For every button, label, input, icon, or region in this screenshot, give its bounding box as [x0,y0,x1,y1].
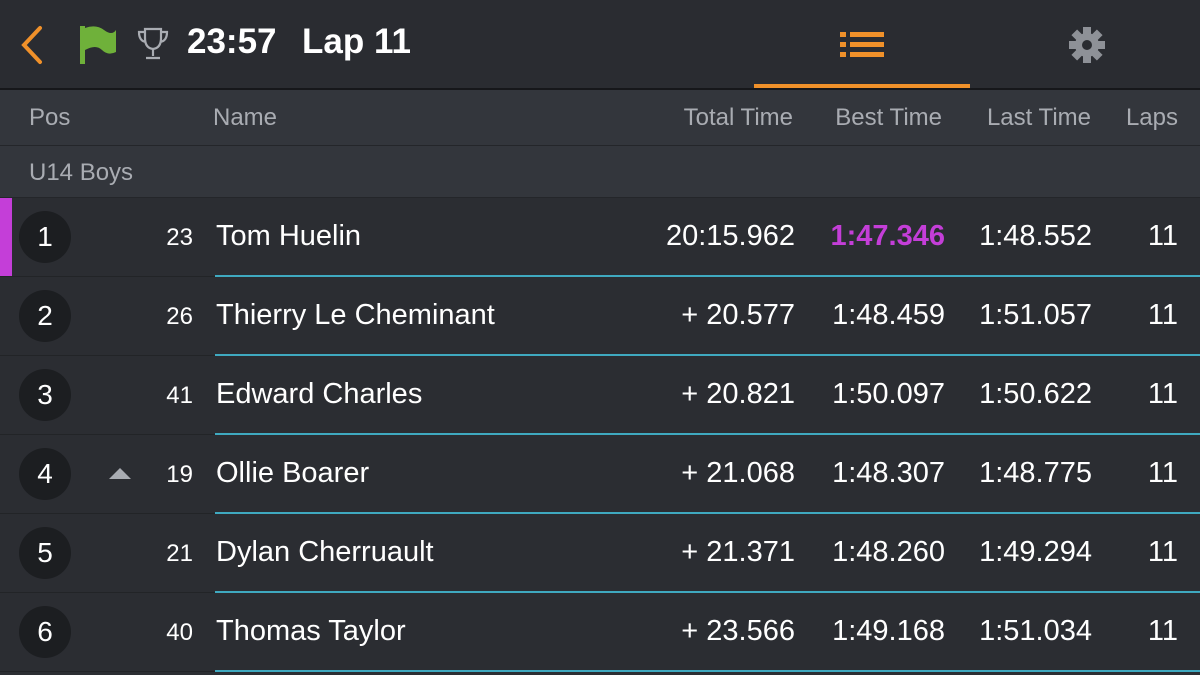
flag-icon [80,26,116,64]
row-divider [0,434,215,435]
car-number: 21 [166,540,193,567]
row-divider [215,670,1200,672]
driver-name: Dylan Cherruault [216,536,434,568]
position-badge: 6 [19,606,71,658]
position-gain-icon [109,468,131,479]
car-number: 41 [166,382,193,409]
row-divider [215,433,1200,435]
driver-name: Tom Huelin [216,220,362,252]
column-title[interactable]: Name [213,104,278,131]
row-divider [215,275,1200,277]
clock: 23:57 [187,22,277,61]
position-badge: 5 [19,527,71,579]
driver-name: Ollie Boarer [216,457,370,489]
best-time: 1:48.307 [832,457,945,489]
result-row[interactable]: 6 40 Thomas Taylor + 23.566 1:49.168 1:51.034… [0,593,1200,672]
best-time: 1:48.260 [832,536,945,568]
row-divider [0,276,215,277]
column-title[interactable]: Last Time [986,104,1091,131]
result-row[interactable]: 5 21 Dylan Cherruault + 21.371 1:48.260 1:49.… [0,514,1200,593]
total-time: 20:15.962 [665,220,795,252]
last-time: 1:49.294 [979,536,1092,568]
total-time: + 21.068 [681,457,795,489]
last-time: 1:48.775 [979,457,1092,489]
laps: 11 [1147,299,1178,331]
total-time: + 23.566 [681,615,795,647]
row-divider [0,513,215,514]
row-divider [0,671,215,672]
result-row[interactable]: 2 26 Thierry Le Cheminant + 20.577 1:48.459 1… [0,277,1200,356]
row-divider [215,512,1200,514]
row-divider [215,591,1200,593]
back-button[interactable] [18,24,48,66]
column-title[interactable]: Best Time [835,104,942,131]
last-time: 1:50.622 [979,378,1092,410]
laps: 11 [1147,457,1178,489]
last-time: 1:48.552 [979,220,1092,252]
row-divider [0,355,215,356]
best-time: 1:48.459 [832,299,945,331]
best-time: 1:47.346 [830,220,946,252]
total-time: + 20.821 [681,378,795,410]
row-divider [215,354,1200,356]
laps: 11 [1147,378,1178,410]
laps: 11 [1147,220,1178,252]
leader-marker [0,198,12,277]
result-row[interactable]: 1 23 Tom Huelin 20:15.962 1:47.346 1:48.552 11 [0,198,1200,277]
position-badge: 4 [19,448,71,500]
settings-tab[interactable] [1068,26,1106,64]
position-badge: 1 [19,211,71,263]
last-time: 1:51.034 [979,615,1092,647]
column-header: Pos Name Total Time Best Time Last Time … [0,90,1200,146]
group-title: U14 Boys [29,159,134,186]
column-title[interactable]: Pos [29,104,71,131]
column-title[interactable]: Laps [1125,104,1178,131]
driver-name: Thomas Taylor [216,615,406,647]
position-badge: 3 [19,369,71,421]
result-row[interactable]: 3 41 Edward Charles + 20.821 1:50.097 1:50.62… [0,356,1200,435]
car-number: 23 [166,224,193,251]
lap-counter: Lap 11 [302,22,411,61]
group-header: U14 Boys [0,146,1200,198]
car-number: 26 [166,303,193,330]
laps: 11 [1147,615,1178,647]
car-number: 40 [166,619,193,646]
best-time: 1:50.097 [832,378,945,410]
top-bar: 23:57 Lap 11 [0,0,1200,90]
best-time: 1:49.168 [832,615,945,647]
laps: 11 [1147,536,1178,568]
last-time: 1:51.057 [979,299,1092,331]
driver-name: Thierry Le Cheminant [216,299,495,331]
list-tab[interactable] [840,30,886,60]
result-row[interactable]: 4 19 Ollie Boarer + 21.068 1:48.307 1:48.775 1… [0,435,1200,514]
row-divider [0,592,215,593]
active-tab-indicator [754,84,970,88]
total-time: + 21.371 [681,536,795,568]
position-badge: 2 [19,290,71,342]
car-number: 19 [166,461,193,488]
driver-name: Edward Charles [216,378,423,410]
total-time: + 20.577 [681,299,795,331]
trophy-icon[interactable] [136,26,170,62]
column-title[interactable]: Total Time [683,104,793,131]
